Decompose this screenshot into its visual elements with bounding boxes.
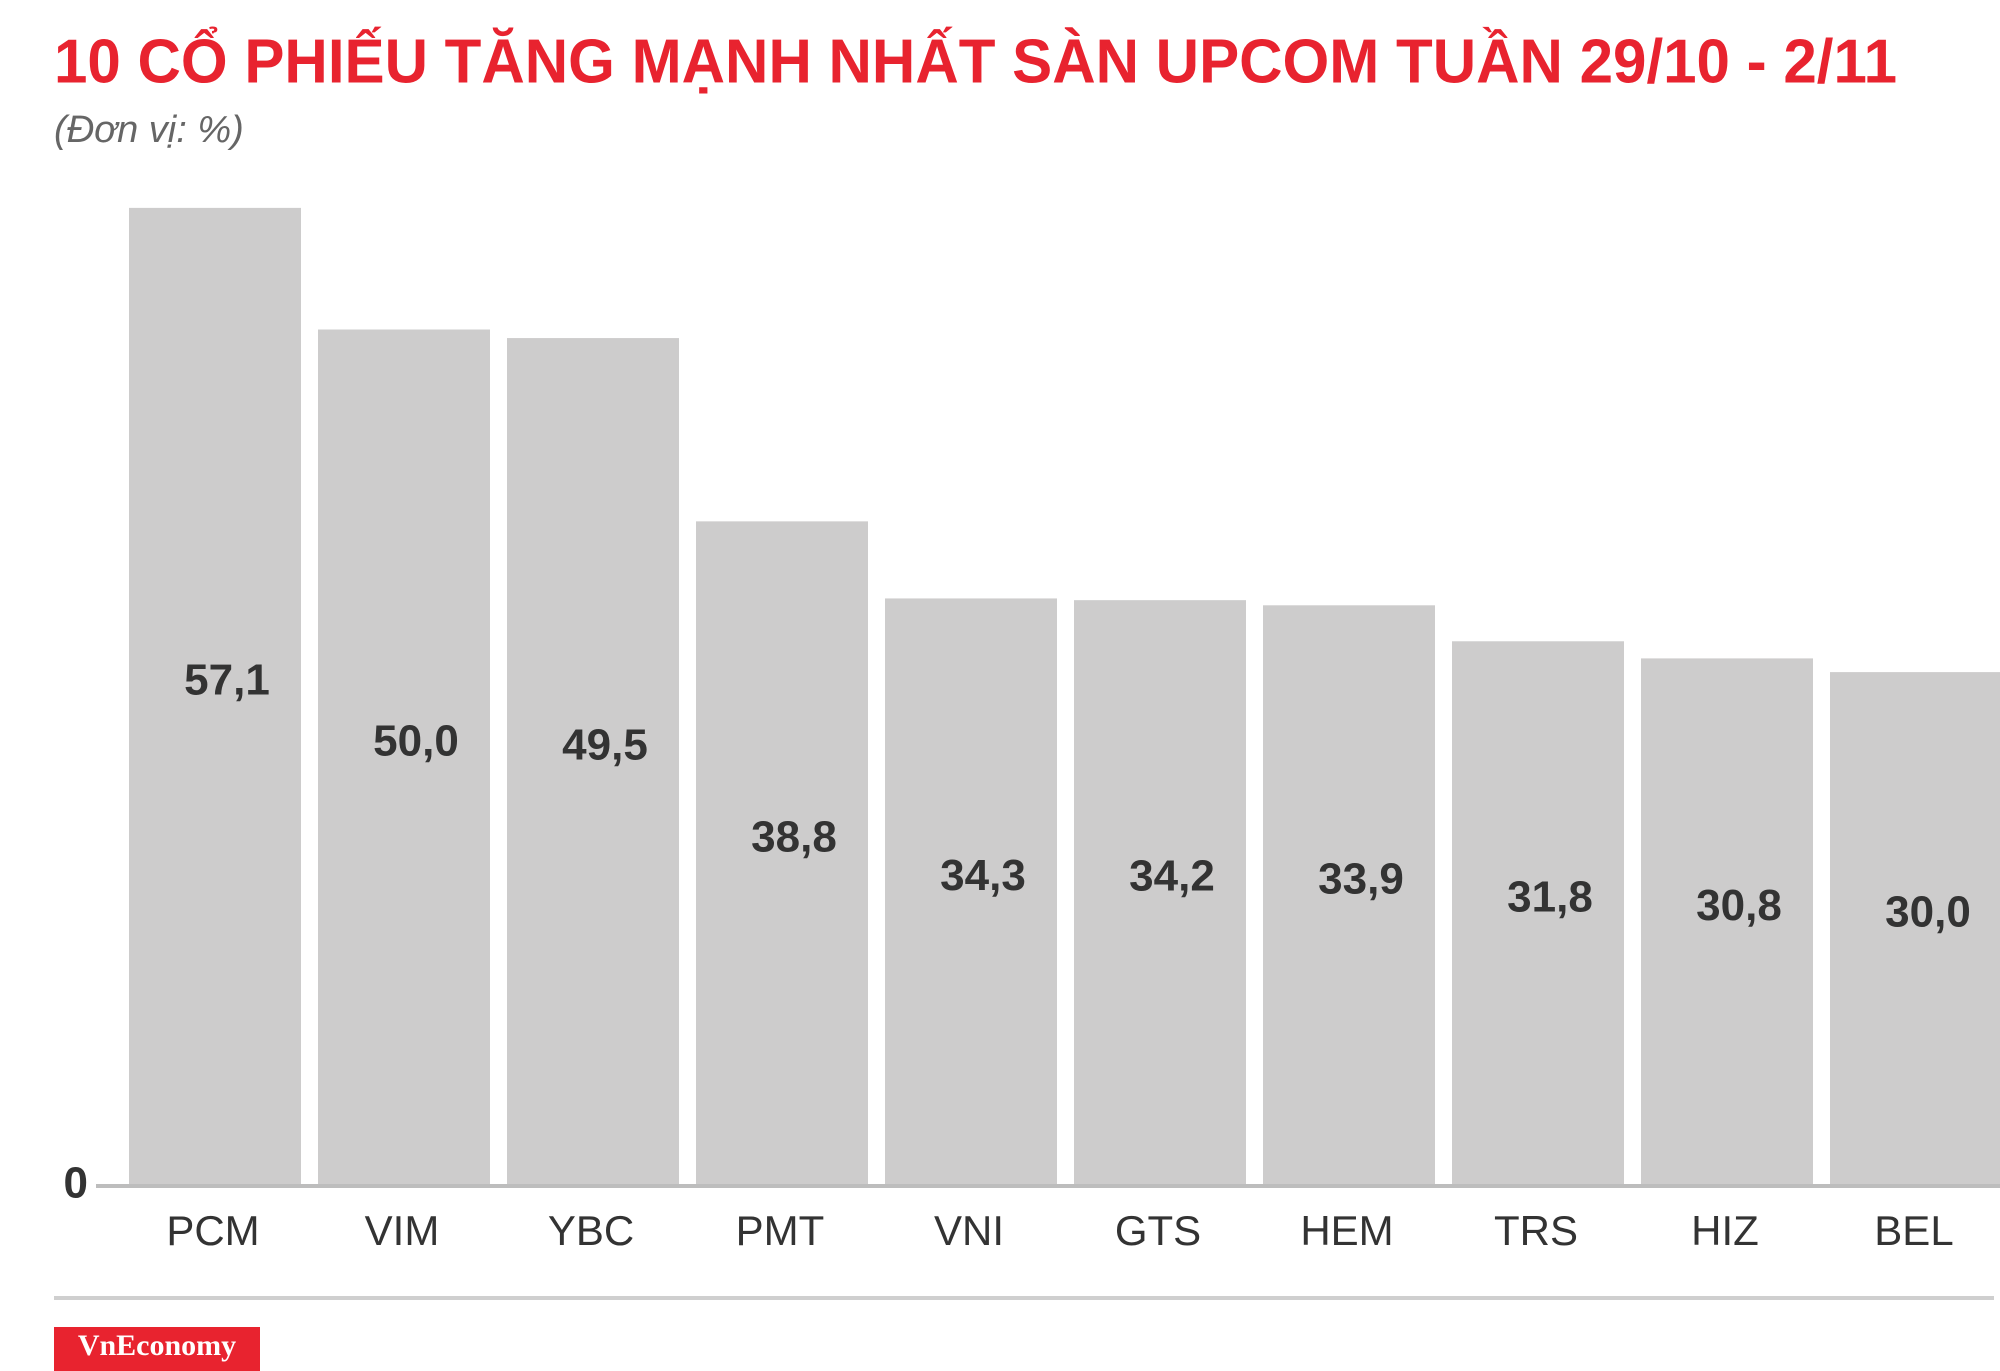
bar [885, 598, 1057, 1186]
value-label: 34,3 [940, 851, 1026, 900]
chart-title: 10 CỔ PHIẾU TĂNG MẠNH NHẤT SÀN UPCOM TUẦ… [54, 26, 1897, 96]
bar [318, 329, 490, 1186]
x-tick-label: VIM [365, 1207, 440, 1254]
bar [1641, 658, 1813, 1186]
value-label: 33,9 [1318, 854, 1404, 903]
logo-box [54, 1327, 260, 1371]
x-tick-label: VNI [934, 1207, 1004, 1254]
x-tick-label: HIZ [1691, 1207, 1759, 1254]
y-tick-label: 0 [64, 1159, 88, 1208]
x-tick-label: HEM [1300, 1207, 1393, 1254]
bar [1263, 605, 1435, 1186]
value-label: 50,0 [373, 716, 459, 765]
chart-subtitle: (Đơn vị: %) [54, 109, 244, 151]
bar [1074, 600, 1246, 1186]
bar [696, 521, 868, 1186]
value-label: 31,8 [1507, 872, 1593, 921]
x-tick-label: BEL [1874, 1207, 1953, 1254]
bar [1452, 641, 1624, 1186]
value-label: 49,5 [562, 721, 648, 770]
value-label: 34,2 [1129, 852, 1215, 901]
bar [507, 338, 679, 1186]
value-label: 30,8 [1696, 881, 1782, 930]
x-tick-label: PMT [736, 1207, 825, 1254]
bar [1830, 672, 2000, 1186]
x-tick-label: GTS [1115, 1207, 1201, 1254]
logo-text: VnEconomy [78, 1329, 236, 1362]
value-label: 30,0 [1885, 888, 1971, 937]
x-tick-label: PCM [166, 1207, 259, 1254]
value-label: 57,1 [184, 656, 270, 705]
bar [129, 207, 301, 1186]
value-label: 38,8 [751, 812, 837, 861]
x-tick-label: YBC [548, 1207, 634, 1254]
x-tick-label: TRS [1494, 1207, 1578, 1254]
